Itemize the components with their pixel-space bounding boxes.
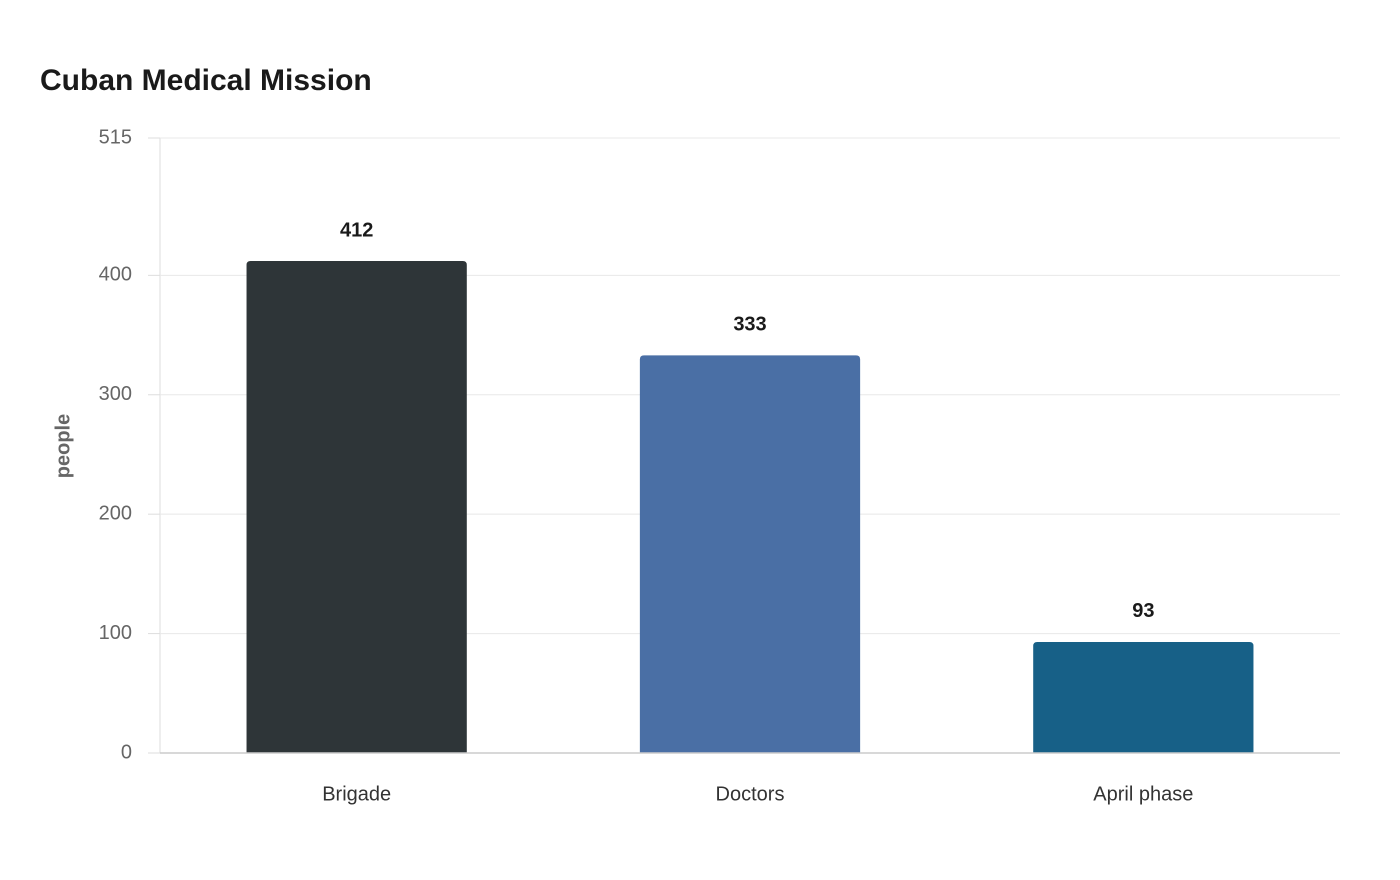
y-tick-label: 200 bbox=[99, 502, 132, 524]
x-tick-label: Brigade bbox=[322, 783, 391, 805]
chart-title: Cuban Medical Mission bbox=[40, 64, 372, 97]
value-label: 333 bbox=[733, 314, 766, 336]
value-label: 412 bbox=[340, 219, 373, 241]
bar bbox=[246, 261, 467, 753]
bar bbox=[1033, 641, 1254, 753]
x-tick-label: April phase bbox=[1093, 783, 1193, 805]
y-tick-label: 0 bbox=[121, 741, 132, 763]
value-label: 93 bbox=[1132, 600, 1154, 622]
y-tick-label: 400 bbox=[99, 264, 132, 286]
x-tick-label: Doctors bbox=[716, 783, 785, 805]
y-tick-label: 300 bbox=[99, 383, 132, 405]
y-tick-label: 100 bbox=[99, 622, 132, 644]
bar bbox=[639, 355, 861, 753]
y-axis-label: people bbox=[52, 414, 74, 478]
y-tick-label: 515 bbox=[99, 126, 132, 148]
